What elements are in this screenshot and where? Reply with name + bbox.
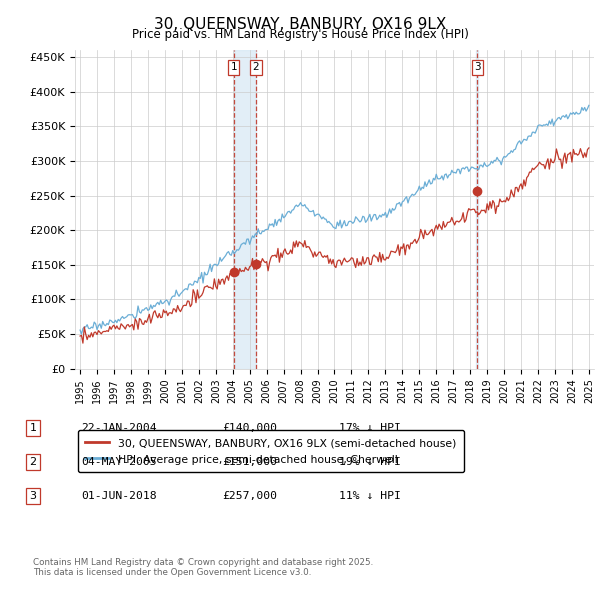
Text: 22-JAN-2004: 22-JAN-2004 [81,423,157,432]
Text: Price paid vs. HM Land Registry's House Price Index (HPI): Price paid vs. HM Land Registry's House … [131,28,469,41]
Text: 01-JUN-2018: 01-JUN-2018 [81,491,157,501]
Text: £140,000: £140,000 [222,423,277,432]
Text: 11% ↓ HPI: 11% ↓ HPI [339,491,401,501]
Text: 30, QUEENSWAY, BANBURY, OX16 9LX: 30, QUEENSWAY, BANBURY, OX16 9LX [154,17,446,31]
Bar [234,50,256,369]
Text: 19% ↓ HPI: 19% ↓ HPI [339,457,401,467]
Text: £151,000: £151,000 [222,457,277,467]
Text: 2: 2 [29,457,37,467]
Text: 2: 2 [253,63,259,73]
Text: 17% ↓ HPI: 17% ↓ HPI [339,423,401,432]
Text: 3: 3 [474,63,481,73]
Text: £257,000: £257,000 [222,491,277,501]
Text: 3: 3 [29,491,37,501]
Text: 04-MAY-2005: 04-MAY-2005 [81,457,157,467]
Bar [476,50,478,369]
Text: 1: 1 [29,423,37,432]
Legend: 30, QUEENSWAY, BANBURY, OX16 9LX (semi-detached house), HPI: Average price, semi: 30, QUEENSWAY, BANBURY, OX16 9LX (semi-d… [78,430,464,472]
Text: 1: 1 [230,63,237,73]
Text: Contains HM Land Registry data © Crown copyright and database right 2025.
This d: Contains HM Land Registry data © Crown c… [33,558,373,577]
